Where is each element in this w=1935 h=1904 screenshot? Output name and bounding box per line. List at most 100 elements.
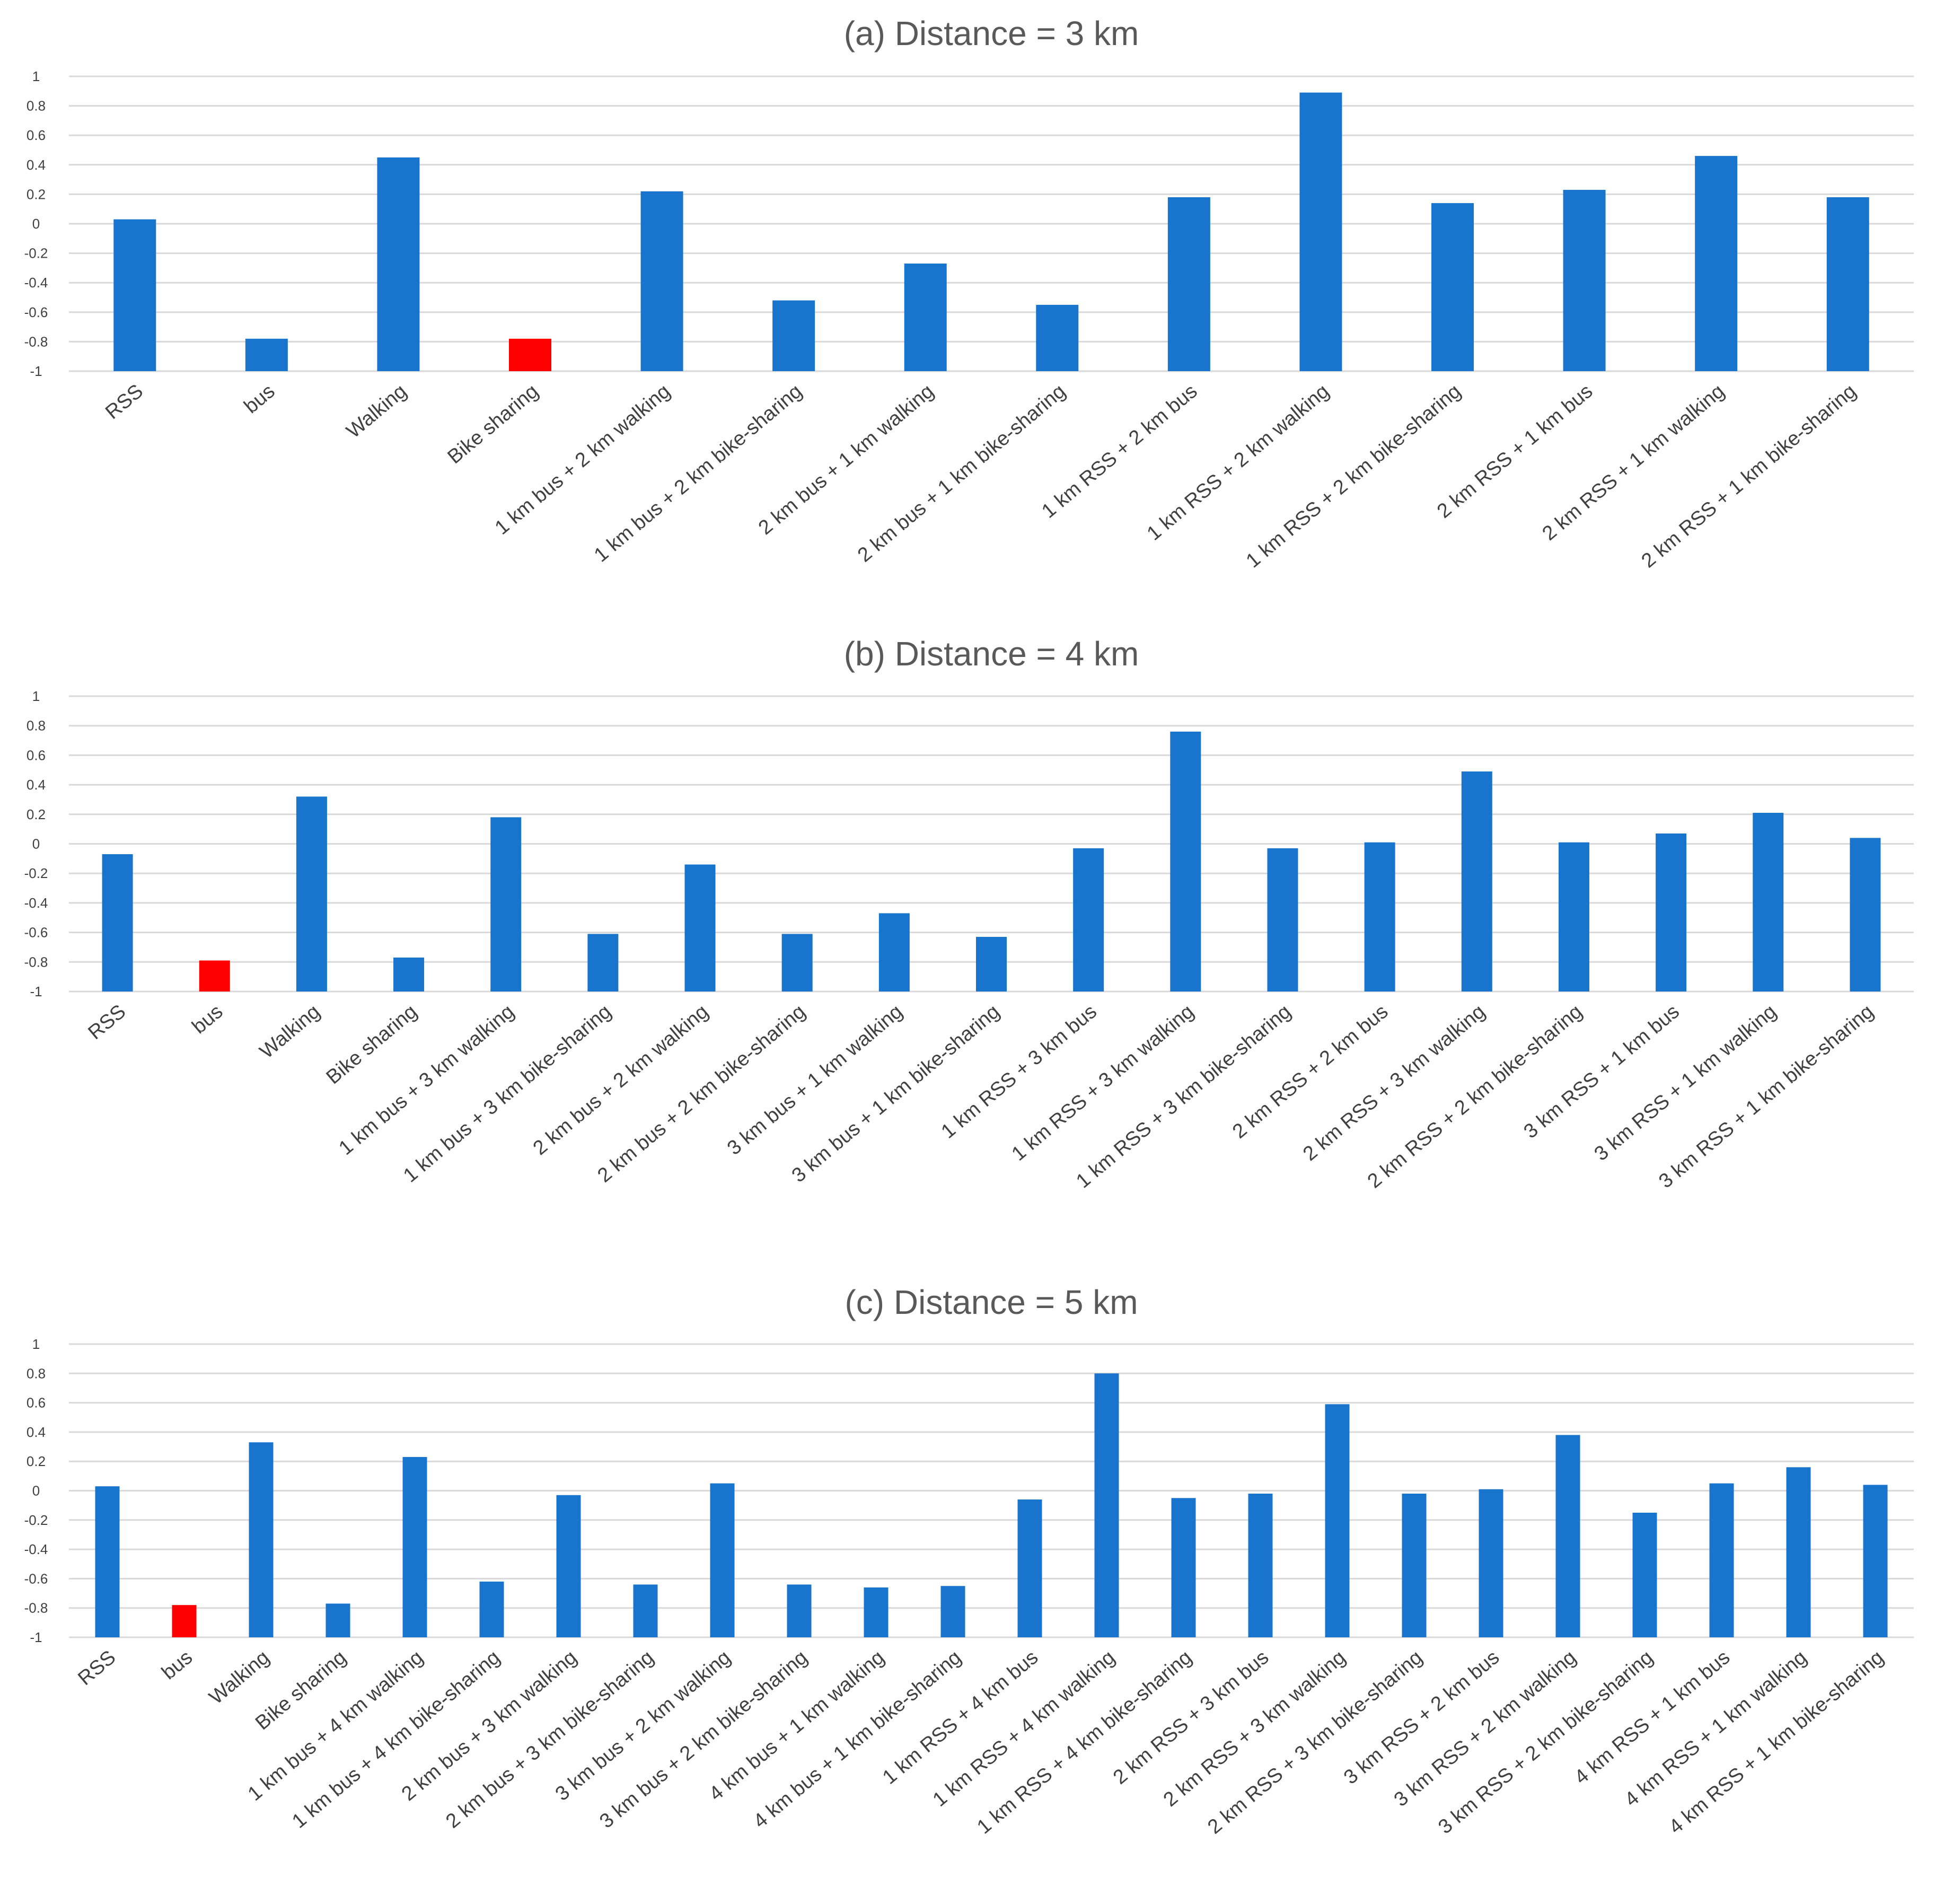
x-category-label: 3 km bus + 1 km bike-sharing — [788, 1001, 1004, 1187]
x-category-label: 1 km RSS + 3 km walking — [1008, 1001, 1198, 1165]
y-tick-label: 0.6 — [27, 127, 46, 143]
y-tick-label: 0.6 — [27, 1395, 46, 1411]
chart-title: (a) Distance = 3 km — [844, 14, 1139, 52]
x-category-label: 2 km RSS + 3 km walking — [1299, 1001, 1489, 1165]
bar — [1364, 842, 1395, 992]
x-category-label: 1 km RSS + 2 km bike-sharing — [1242, 380, 1465, 573]
bar — [1325, 1404, 1350, 1637]
bar — [377, 157, 420, 371]
y-tick-label: 0.8 — [27, 718, 46, 734]
bar — [864, 1587, 889, 1637]
x-category-label: bus — [240, 380, 279, 418]
bar — [1850, 838, 1881, 992]
y-tick-label: -0.4 — [24, 1541, 48, 1557]
bar — [1563, 190, 1606, 371]
x-category-label: Walking — [256, 1001, 324, 1063]
y-tick-label: 0.2 — [27, 806, 46, 822]
bar — [1248, 1494, 1273, 1637]
bar — [1461, 771, 1492, 992]
bar — [587, 934, 619, 992]
bar — [1170, 731, 1201, 992]
x-category-label: 3 km bus + 1 km walking — [723, 1001, 907, 1160]
y-tick-label: -0.4 — [24, 275, 48, 291]
x-category-label: 1 km bus + 2 km bike-sharing — [590, 380, 806, 567]
bar — [479, 1581, 504, 1637]
bar — [95, 1486, 120, 1637]
y-tick-label: -0.6 — [24, 1570, 48, 1586]
y-tick-label: -0.2 — [24, 245, 48, 261]
y-tick-label: -0.8 — [24, 954, 48, 970]
bar — [1036, 304, 1079, 371]
x-category-label: 2 km RSS + 2 km bus — [1228, 1001, 1392, 1143]
y-tick-label: -0.6 — [24, 925, 48, 941]
bar — [1656, 833, 1687, 992]
y-tick-label: 0.8 — [27, 98, 46, 114]
bar — [684, 864, 716, 992]
x-category-label: 2 km bus + 2 km bike-sharing — [593, 1001, 810, 1187]
bar — [490, 817, 522, 992]
bar — [113, 219, 156, 371]
bar — [1171, 1498, 1196, 1637]
x-category-label: 3 km RSS + 1 km walking — [1590, 1001, 1781, 1165]
x-category-label: bus — [188, 1001, 227, 1039]
bar — [1267, 848, 1298, 992]
bar — [633, 1584, 658, 1637]
y-tick-label: -1 — [30, 984, 42, 999]
bar — [787, 1584, 812, 1637]
bar — [772, 300, 815, 371]
bar — [296, 796, 327, 992]
x-category-label: 3 km RSS + 1 km bus — [1520, 1001, 1684, 1143]
bar-highlighted — [172, 1605, 197, 1637]
y-tick-label: -0.8 — [24, 1600, 48, 1616]
bar — [976, 936, 1007, 992]
x-category-label: bus — [157, 1646, 197, 1684]
x-category-label: Bike sharing — [444, 380, 543, 469]
y-tick-label: -0.6 — [24, 304, 48, 320]
bar — [1073, 848, 1104, 992]
y-tick-label: 1 — [32, 68, 40, 84]
y-tick-label: -0.4 — [24, 895, 48, 911]
y-tick-label: 0.2 — [27, 186, 46, 202]
bar — [904, 264, 947, 371]
y-tick-label: -1 — [30, 1629, 42, 1645]
x-category-label: 1 km bus + 3 km walking — [335, 1001, 518, 1160]
bar-highlighted — [509, 338, 551, 371]
bar — [1558, 842, 1589, 992]
bar — [1402, 1494, 1427, 1637]
y-tick-label: 1 — [32, 688, 40, 704]
y-tick-label: 0 — [32, 216, 40, 232]
bar — [1863, 1485, 1888, 1637]
bar-highlighted — [199, 960, 230, 992]
y-tick-label: 0.4 — [27, 157, 46, 173]
x-category-label: 1 km bus + 3 km bike-sharing — [399, 1001, 615, 1187]
bar — [1695, 156, 1738, 371]
chart-title: (b) Distance = 4 km — [844, 635, 1139, 673]
x-category-label: Bike sharing — [322, 1001, 421, 1089]
bar — [710, 1483, 735, 1637]
y-tick-label: 0 — [32, 1483, 40, 1499]
bar — [326, 1603, 350, 1637]
bar — [102, 854, 133, 992]
x-category-label: Walking — [205, 1646, 274, 1709]
bar — [1826, 197, 1869, 371]
bar — [1632, 1512, 1657, 1637]
bar — [1753, 813, 1784, 992]
bar — [1167, 197, 1210, 371]
bar — [1431, 203, 1474, 371]
chart-panel-3: (c) Distance = 5 km 1 0.8 0.6 0.4 0.2 0 -0.2 -0.… — [24, 1283, 1914, 1838]
bar — [781, 934, 813, 992]
bar — [1786, 1467, 1811, 1637]
x-category-label: RSS — [74, 1646, 120, 1690]
x-category-label: 2 km RSS + 1 km bike-sharing — [1638, 380, 1861, 573]
y-tick-label: -0.2 — [24, 1512, 48, 1528]
chart-title: (c) Distance = 5 km — [845, 1283, 1138, 1321]
bar — [940, 1586, 965, 1637]
bar — [1094, 1373, 1119, 1637]
bar — [878, 913, 910, 992]
bar — [1709, 1483, 1734, 1637]
x-category-label: 1 km RSS + 3 km bus — [937, 1001, 1101, 1143]
bar — [1017, 1499, 1042, 1637]
bar — [556, 1495, 581, 1637]
